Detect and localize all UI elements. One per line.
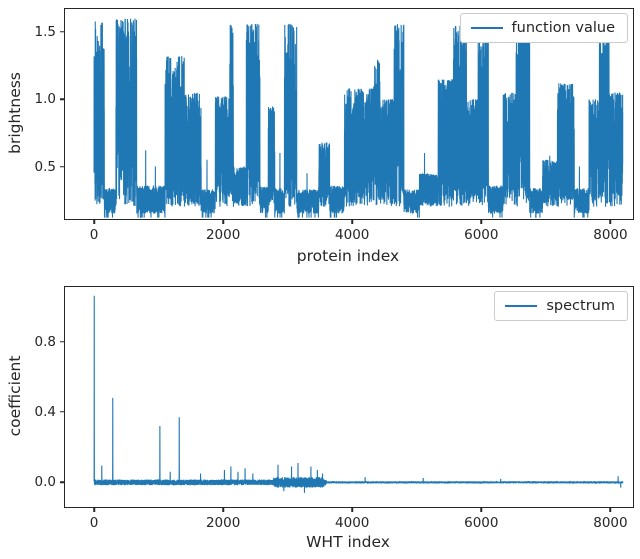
y-tick bbox=[60, 340, 65, 343]
x-tick-label: 2000 bbox=[205, 227, 241, 243]
x-tick-label: 6000 bbox=[464, 227, 499, 243]
top-legend-label: function value bbox=[511, 20, 615, 36]
top-line-series bbox=[65, 9, 633, 219]
x-tick bbox=[609, 219, 612, 224]
x-tick-label: 0 bbox=[89, 515, 99, 531]
y-tick-label: 1.5 bbox=[34, 23, 56, 40]
x-tick bbox=[480, 219, 483, 224]
bottom-line-series bbox=[65, 287, 633, 507]
legend-line-sample-icon bbox=[470, 26, 503, 30]
x-tick-label: 4000 bbox=[335, 515, 370, 531]
x-tick bbox=[609, 507, 612, 512]
x-tick bbox=[351, 507, 353, 512]
x-tick-label: 6000 bbox=[464, 515, 499, 531]
top-ylabel: brightness bbox=[6, 72, 24, 154]
x-tick-label: 2000 bbox=[205, 515, 241, 531]
x-tick bbox=[222, 219, 224, 224]
x-tick-label: 0 bbox=[89, 227, 99, 243]
bottom-plot-area: spectrum 0 2000 4000 6000 8000 0.0 0.4 0.8 bbox=[35, 286, 634, 531]
bottom-legend-label: spectrum bbox=[546, 298, 615, 314]
y-tick bbox=[60, 98, 65, 100]
y-tick-label: 0.5 bbox=[34, 158, 56, 175]
y-tick bbox=[60, 481, 65, 484]
x-tick-label: 4000 bbox=[335, 227, 370, 243]
y-tick bbox=[60, 165, 65, 168]
x-tick-label: 8000 bbox=[593, 515, 628, 531]
bottom-xlabel: WHT index bbox=[306, 533, 390, 551]
x-tick bbox=[351, 219, 353, 224]
top-xlabel: protein index bbox=[296, 247, 400, 265]
y-tick bbox=[60, 31, 65, 33]
legend-line-sample-icon bbox=[505, 304, 538, 308]
y-tick bbox=[60, 411, 65, 413]
top-plot-area: function value 0 2000 4000 6000 8000 0.5 1.0 1.… bbox=[35, 8, 634, 243]
y-tick-label: 1.0 bbox=[34, 91, 56, 108]
x-tick-label: 8000 bbox=[593, 227, 628, 243]
y-tick-label: 0.0 bbox=[34, 474, 56, 491]
top-legend: function value bbox=[459, 13, 628, 43]
x-tick bbox=[222, 507, 224, 512]
bottom-legend: spectrum bbox=[494, 291, 628, 321]
bottom-ylabel: coefficient bbox=[6, 355, 24, 437]
y-tick-label: 0.4 bbox=[34, 403, 56, 420]
x-tick bbox=[480, 507, 483, 512]
x-tick bbox=[93, 507, 95, 512]
y-tick-label: 0.8 bbox=[34, 333, 56, 350]
x-tick bbox=[93, 219, 95, 224]
